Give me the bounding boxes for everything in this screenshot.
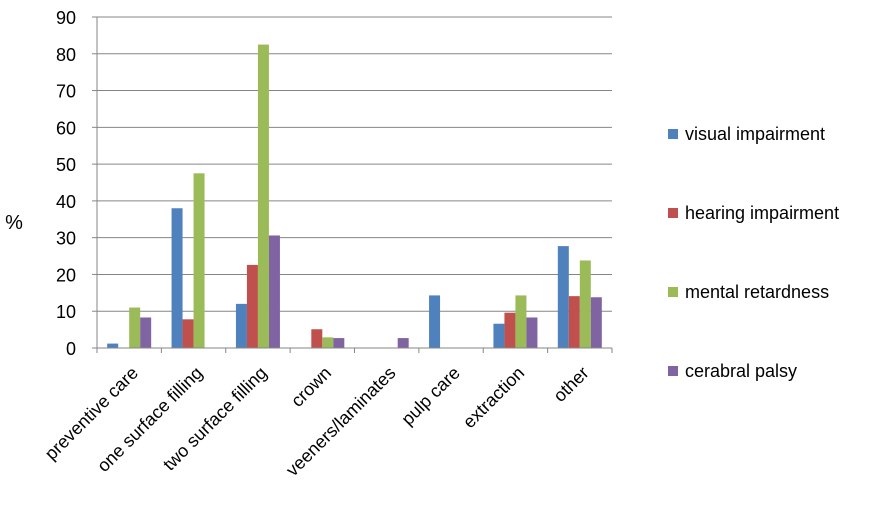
legend: visual impairment hearing impairment menta… <box>668 124 839 381</box>
bar <box>182 319 194 348</box>
bar <box>568 296 580 348</box>
legend-label: mental retardness <box>685 282 829 302</box>
y-tick-label: 50 <box>56 155 76 175</box>
y-tick-labels: 0 10 20 30 40 50 60 70 80 90 <box>56 8 76 359</box>
bars <box>107 44 602 348</box>
y-tick-label: 90 <box>56 8 76 28</box>
bar <box>504 312 516 348</box>
bar <box>107 343 119 348</box>
bar <box>322 337 334 348</box>
y-tick-label: 10 <box>56 302 76 322</box>
bar <box>526 317 538 348</box>
x-tick-label: veeners/laminates <box>282 363 399 480</box>
y-tick-label: 20 <box>56 265 76 285</box>
bar <box>311 329 323 348</box>
y-tick-label: 40 <box>56 192 76 212</box>
legend-swatch <box>668 366 678 376</box>
y-tick-label: 80 <box>56 45 76 65</box>
legend-label: visual impairment <box>685 124 825 144</box>
axes <box>92 16 613 353</box>
legend-swatch <box>668 208 678 218</box>
x-tick-label: other <box>549 363 592 406</box>
legend-label: hearing impairment <box>685 203 839 223</box>
bar <box>590 297 602 348</box>
bar <box>268 235 280 348</box>
bar <box>171 208 183 348</box>
x-tick-label: pulp care <box>397 363 464 430</box>
x-tick-label: extraction <box>459 363 528 432</box>
bar <box>235 303 247 348</box>
bar <box>193 173 205 348</box>
bar <box>257 44 269 348</box>
bar <box>333 338 345 348</box>
bar <box>493 323 505 348</box>
legend-label: cerabral palsy <box>685 361 797 381</box>
bar <box>140 317 152 348</box>
legend-swatch <box>668 129 678 139</box>
y-tick-label: 0 <box>66 339 76 359</box>
y-axis-label: % <box>5 212 23 234</box>
y-tick-label: 60 <box>56 118 76 138</box>
y-tick-label: 30 <box>56 229 76 249</box>
bar <box>129 307 141 348</box>
bar <box>515 295 527 348</box>
legend-swatch <box>668 287 678 297</box>
bar <box>579 260 591 348</box>
bar <box>246 264 258 348</box>
bar <box>397 338 409 348</box>
bar <box>429 295 441 348</box>
gridlines <box>97 16 612 349</box>
bar <box>557 246 569 348</box>
y-tick-label: 70 <box>56 82 76 102</box>
x-tick-label: crown <box>287 363 335 411</box>
